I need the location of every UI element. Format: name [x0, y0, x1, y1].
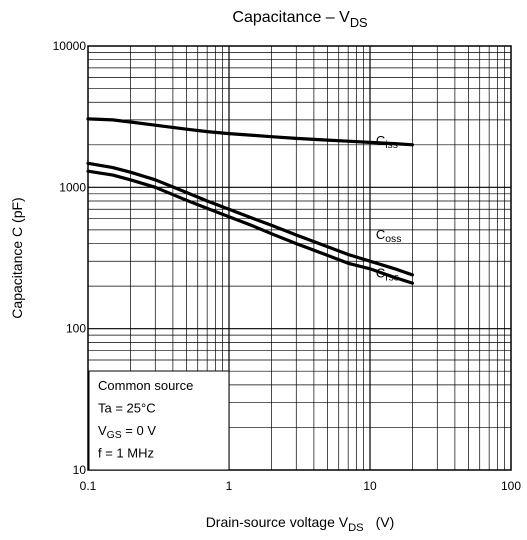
condition-line: VGS = 0 V [98, 423, 156, 441]
curve-group [86, 117, 414, 285]
x-axis-label: Drain-source voltage VDS (V) [206, 514, 395, 534]
y-tick-label: 1000 [59, 180, 86, 194]
curve-label-group: Ciss Coss Crss [376, 133, 402, 284]
curve-coss [86, 161, 414, 277]
y-axis-label: Capacitance C (pF) [9, 197, 25, 318]
tick-label-group: 0.1 1 10 100 10 100 1000 10000 [53, 39, 522, 493]
curve-label-ciss: Ciss [376, 133, 398, 151]
chart-title: Capacitance – VDS [232, 9, 367, 30]
conditions-box: Common source Ta = 25°C VGS = 0 V f = 1 MHz [88, 370, 230, 471]
x-tick-label: 1 [226, 479, 233, 493]
y-tick-label: 10000 [53, 39, 87, 53]
condition-line: Common source [98, 378, 193, 393]
conditions-text: Common source Ta = 25°C VGS = 0 V f = 1 MHz [98, 378, 193, 461]
x-tick-label: 10 [363, 479, 377, 493]
curve-label-crss: Crss [376, 266, 399, 284]
y-tick-label: 100 [66, 322, 86, 336]
curve-label-coss: Coss [376, 227, 402, 245]
x-tick-label: 100 [501, 479, 521, 493]
condition-line: Ta = 25°C [98, 401, 156, 416]
y-tick-label: 10 [73, 463, 87, 477]
curve-crss [86, 169, 414, 285]
grid-lines [88, 46, 511, 470]
plot-frame [87, 45, 512, 471]
condition-line: f = 1 MHz [98, 446, 154, 461]
x-tick-label: 0.1 [80, 479, 97, 493]
conditions-box-frame [88, 370, 230, 471]
curve-ciss [86, 117, 414, 147]
